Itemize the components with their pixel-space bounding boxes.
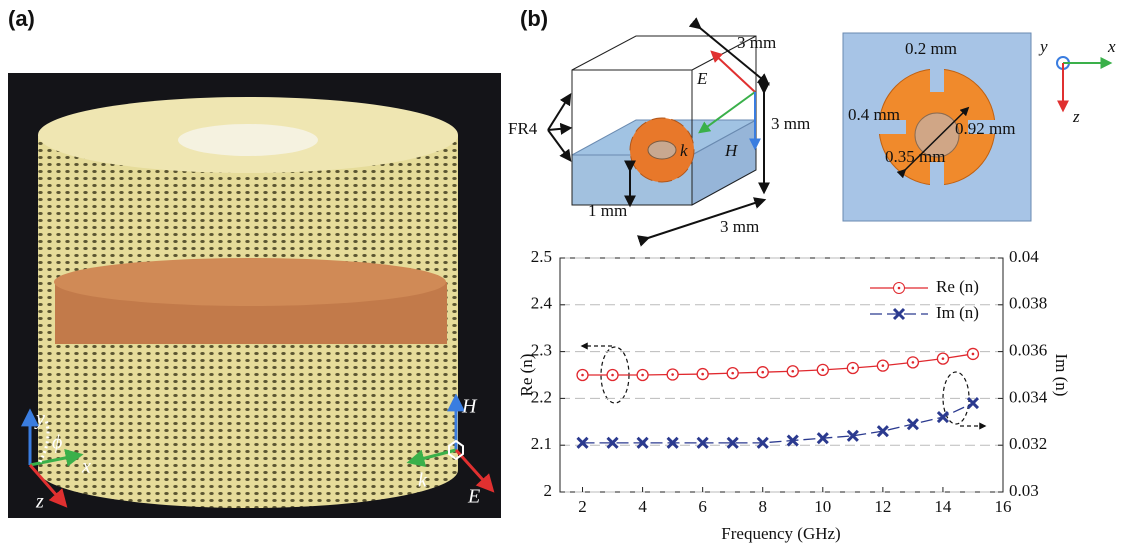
x-tick-label: 10 bbox=[814, 497, 831, 516]
angle-label: ϕ bbox=[52, 432, 62, 454]
marker-dot bbox=[852, 367, 855, 370]
annotations bbox=[582, 346, 985, 426]
y2-tick-label: 0.032 bbox=[1009, 434, 1047, 453]
unit-cell bbox=[548, 28, 768, 238]
axis-label: x bbox=[81, 456, 91, 478]
y2-tick-label: 0.034 bbox=[1009, 387, 1048, 406]
chart: Re (n) Im (n) Frequency (GHz) bbox=[517, 258, 1071, 543]
marker bbox=[938, 412, 948, 422]
marker-dot bbox=[731, 372, 734, 375]
marker-dot bbox=[581, 374, 584, 377]
y-tick-label: 2.5 bbox=[531, 247, 552, 266]
dimension-label: 0.35 mm bbox=[885, 147, 945, 166]
axis-label: x bbox=[1107, 37, 1116, 56]
field-label: E⃗ bbox=[696, 69, 721, 88]
marker-dot bbox=[701, 373, 704, 376]
x-tick-label: 16 bbox=[995, 497, 1012, 516]
x-tick-label: 2 bbox=[578, 497, 587, 516]
y2-tick-label: 0.03 bbox=[1009, 481, 1039, 500]
field-label: k⃗ bbox=[680, 141, 701, 160]
dimension-label: 0.92 mm bbox=[955, 119, 1015, 138]
field-label: E⃗ bbox=[467, 486, 496, 508]
field-label: k⃗ bbox=[418, 470, 442, 492]
marker-dot bbox=[972, 353, 975, 356]
marker bbox=[908, 419, 918, 429]
marker bbox=[968, 398, 978, 408]
axis-label: z bbox=[35, 491, 44, 513]
marker-dot bbox=[912, 361, 915, 364]
marker-dot bbox=[761, 371, 764, 374]
marker-dot bbox=[611, 374, 614, 377]
marker-dot bbox=[671, 373, 674, 376]
x-tick-label: 14 bbox=[934, 497, 952, 516]
axis-label: y bbox=[34, 408, 45, 430]
material-label: FR4 bbox=[508, 119, 538, 138]
marker-dot bbox=[942, 357, 945, 360]
dimension-label: 1 mm bbox=[588, 201, 627, 220]
marker-dot bbox=[882, 364, 885, 367]
figure: (a) (b) y x z ϕ H⃗ k⃗ E⃗ bbox=[0, 0, 1128, 552]
y-tick-label: 2.3 bbox=[531, 341, 552, 360]
y-tick-label: 2.4 bbox=[531, 294, 553, 313]
x-tick-label: 6 bbox=[698, 497, 707, 516]
y2-axis-label: Im (n) bbox=[1052, 354, 1071, 397]
y-tick-label: 2.1 bbox=[531, 434, 552, 453]
panel-label: (b) bbox=[520, 6, 548, 31]
field-label: H⃗ bbox=[724, 141, 751, 160]
x-tick-label: 8 bbox=[758, 497, 767, 516]
marker-dot bbox=[641, 374, 644, 377]
x-tick-label: 12 bbox=[874, 497, 891, 516]
y2-tick-label: 0.038 bbox=[1009, 294, 1047, 313]
marker-dot bbox=[821, 369, 824, 372]
legend-marker-dot bbox=[898, 287, 901, 290]
panel-label: (a) bbox=[8, 6, 35, 31]
y-tick-label: 2 bbox=[544, 481, 553, 500]
x-axis-label: Frequency (GHz) bbox=[721, 524, 840, 543]
axis-label: y bbox=[1038, 37, 1048, 56]
axis-label: z bbox=[1072, 107, 1080, 126]
dimension-label: 3 mm bbox=[720, 217, 759, 236]
dimension-label: 3 mm bbox=[737, 33, 776, 52]
dimension-label: 0.2 mm bbox=[905, 39, 957, 58]
photo: y x z ϕ H⃗ k⃗ E⃗ bbox=[8, 73, 501, 518]
legend-label: Re (n) bbox=[936, 277, 979, 296]
x-tick-label: 4 bbox=[638, 497, 647, 516]
marker-dot bbox=[791, 370, 794, 373]
dimension-label: 3 mm bbox=[771, 114, 810, 133]
dimension-label: 0.4 mm bbox=[848, 105, 900, 124]
y-tick-label: 2.2 bbox=[531, 387, 552, 406]
y2-tick-label: 0.036 bbox=[1009, 341, 1047, 360]
field-label: H⃗ bbox=[461, 396, 492, 418]
y2-tick-label: 0.04 bbox=[1009, 247, 1039, 266]
legend-label: Im (n) bbox=[936, 303, 979, 322]
